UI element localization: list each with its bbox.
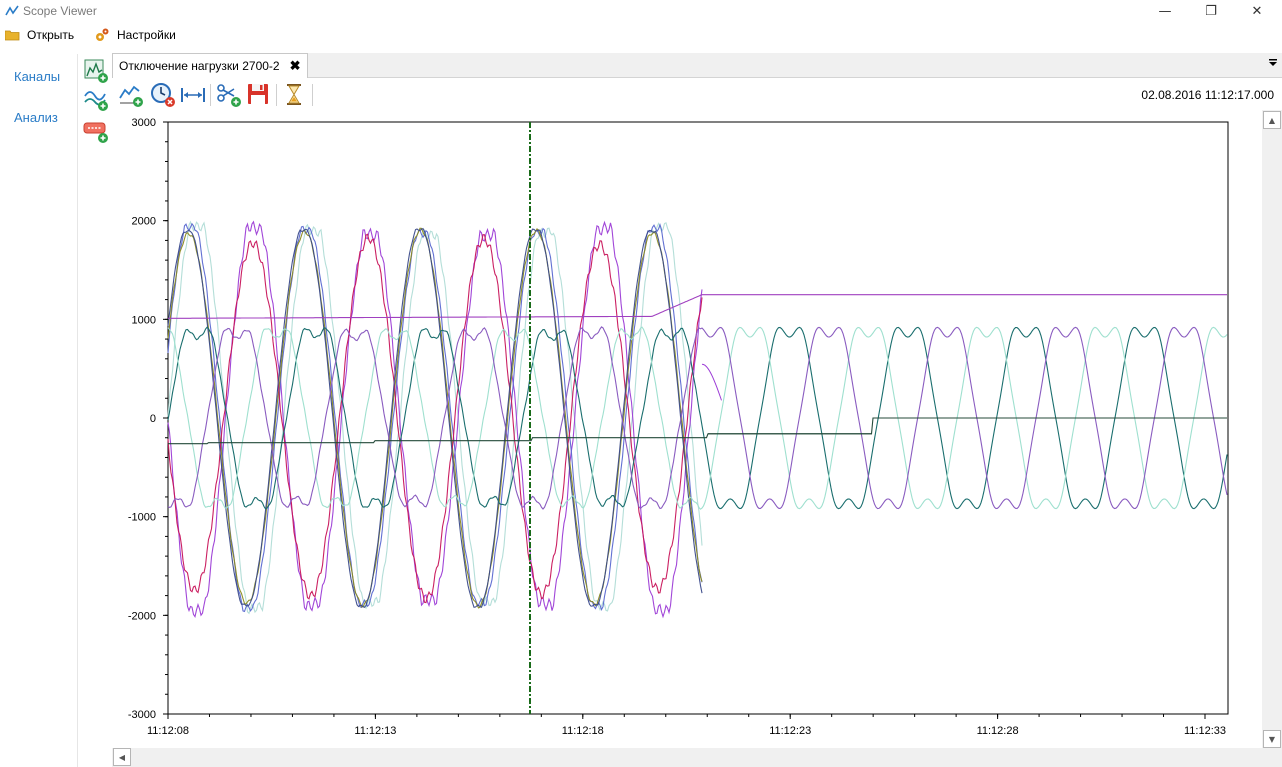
icon-column <box>78 54 112 767</box>
x-tick-label: 11:12:18 <box>562 725 604 737</box>
restore-button[interactable]: ❐ <box>1205 3 1217 19</box>
tab-label: Отключение нагрузки 2700-2 <box>119 59 280 73</box>
toolbar-separator <box>312 84 313 106</box>
phase-current-line <box>167 220 703 615</box>
y-tick-label: -3000 <box>128 709 156 721</box>
tab-recording[interactable]: Отключение нагрузки 2700-2 ✖ <box>112 53 308 78</box>
chart-svg[interactable]: 3000 2000 1000 0 -1000 -2000 -3000 11:12:08 11:1… <box>112 110 1262 750</box>
hourglass-icon[interactable] <box>282 82 308 108</box>
toolbar-separator <box>276 84 277 106</box>
horizontal-scrollbar[interactable]: ◀ <box>112 748 1282 767</box>
title-bar: Scope Viewer — ❐ ✕ <box>0 0 1282 22</box>
dc-level-line <box>168 294 1227 319</box>
voltage-line <box>167 326 1228 510</box>
voltage-line <box>167 326 1228 510</box>
phase-tail-line <box>701 363 722 401</box>
phase-current-line <box>167 222 703 613</box>
x-tick-label: 11:12:33 <box>1184 725 1226 737</box>
open-menu-label: Открыть <box>27 28 75 42</box>
add-analysis-icon[interactable] <box>83 86 109 112</box>
record-timestamp: 02.08.2016 11:12:17.000 <box>1141 88 1274 102</box>
tab-close-icon[interactable]: ✖ <box>289 58 301 73</box>
left-nav: Каналы Анализ <box>0 54 78 767</box>
x-tick-label: 11:12:28 <box>977 725 1019 737</box>
settings-menu-item[interactable]: Настройки <box>94 26 176 44</box>
settings-menu-label: Настройки <box>117 28 176 42</box>
open-menu-item[interactable]: Открыть <box>5 26 74 44</box>
scroll-down-icon[interactable]: ▼ <box>1263 730 1281 748</box>
x-tick-label: 11:12:23 <box>769 725 811 737</box>
cut-add-icon[interactable] <box>216 82 242 108</box>
gears-icon <box>96 28 109 41</box>
toolbar-separator <box>210 84 211 106</box>
series-group <box>167 122 1228 714</box>
minimize-button[interactable]: — <box>1158 3 1172 19</box>
vertical-scrollbar[interactable]: ▲ ▼ <box>1262 110 1282 750</box>
dropdown-arrow-icon[interactable] <box>1268 58 1278 68</box>
nav-analysis[interactable]: Анализ <box>14 110 58 125</box>
y-tick-label: 0 <box>150 413 156 425</box>
add-signal-icon[interactable] <box>83 118 109 144</box>
scroll-left-icon[interactable]: ◀ <box>113 748 131 766</box>
y-tick-label: 3000 <box>132 117 156 129</box>
x-tick-label: 11:12:13 <box>354 725 396 737</box>
tab-strip: Отключение нагрузки 2700-2 ✖ <box>112 53 1282 78</box>
menu-bar: Открыть Настройки <box>0 23 1282 47</box>
tick-labels: 3000 2000 1000 0 -1000 -2000 -3000 11:12:08 11:1… <box>128 117 1226 737</box>
phase-current-line <box>167 220 703 619</box>
phase-current-line <box>167 227 703 608</box>
chart-toolbar: 02.08.2016 11:12:17.000 <box>112 78 1282 110</box>
y-tick-label: 2000 <box>132 216 156 228</box>
add-channel-icon[interactable] <box>83 58 109 84</box>
save-icon[interactable] <box>246 82 272 108</box>
y-tick-label: -2000 <box>128 610 156 622</box>
chart-line-icon[interactable] <box>118 82 144 108</box>
window-title: Scope Viewer <box>23 4 97 18</box>
close-window-button[interactable]: ✕ <box>1251 3 1263 19</box>
folder-icon <box>5 30 20 41</box>
y-tick-label: -1000 <box>128 512 156 524</box>
nav-channels[interactable]: Каналы <box>14 69 61 84</box>
voltage-line <box>167 326 1228 510</box>
x-tick-label: 11:12:08 <box>147 725 189 737</box>
axes <box>163 121 1229 719</box>
measure-interval-icon[interactable] <box>180 82 206 108</box>
phase-current-line <box>167 233 703 604</box>
scroll-up-icon[interactable]: ▲ <box>1263 111 1281 129</box>
status-step-line <box>168 417 1227 445</box>
clock-remove-icon[interactable] <box>150 82 176 108</box>
oscillogram-plot[interactable]: 3000 2000 1000 0 -1000 -2000 -3000 11:12:08 11:1… <box>112 110 1262 750</box>
y-tick-label: 1000 <box>132 314 156 326</box>
app-logo-icon <box>5 5 19 16</box>
